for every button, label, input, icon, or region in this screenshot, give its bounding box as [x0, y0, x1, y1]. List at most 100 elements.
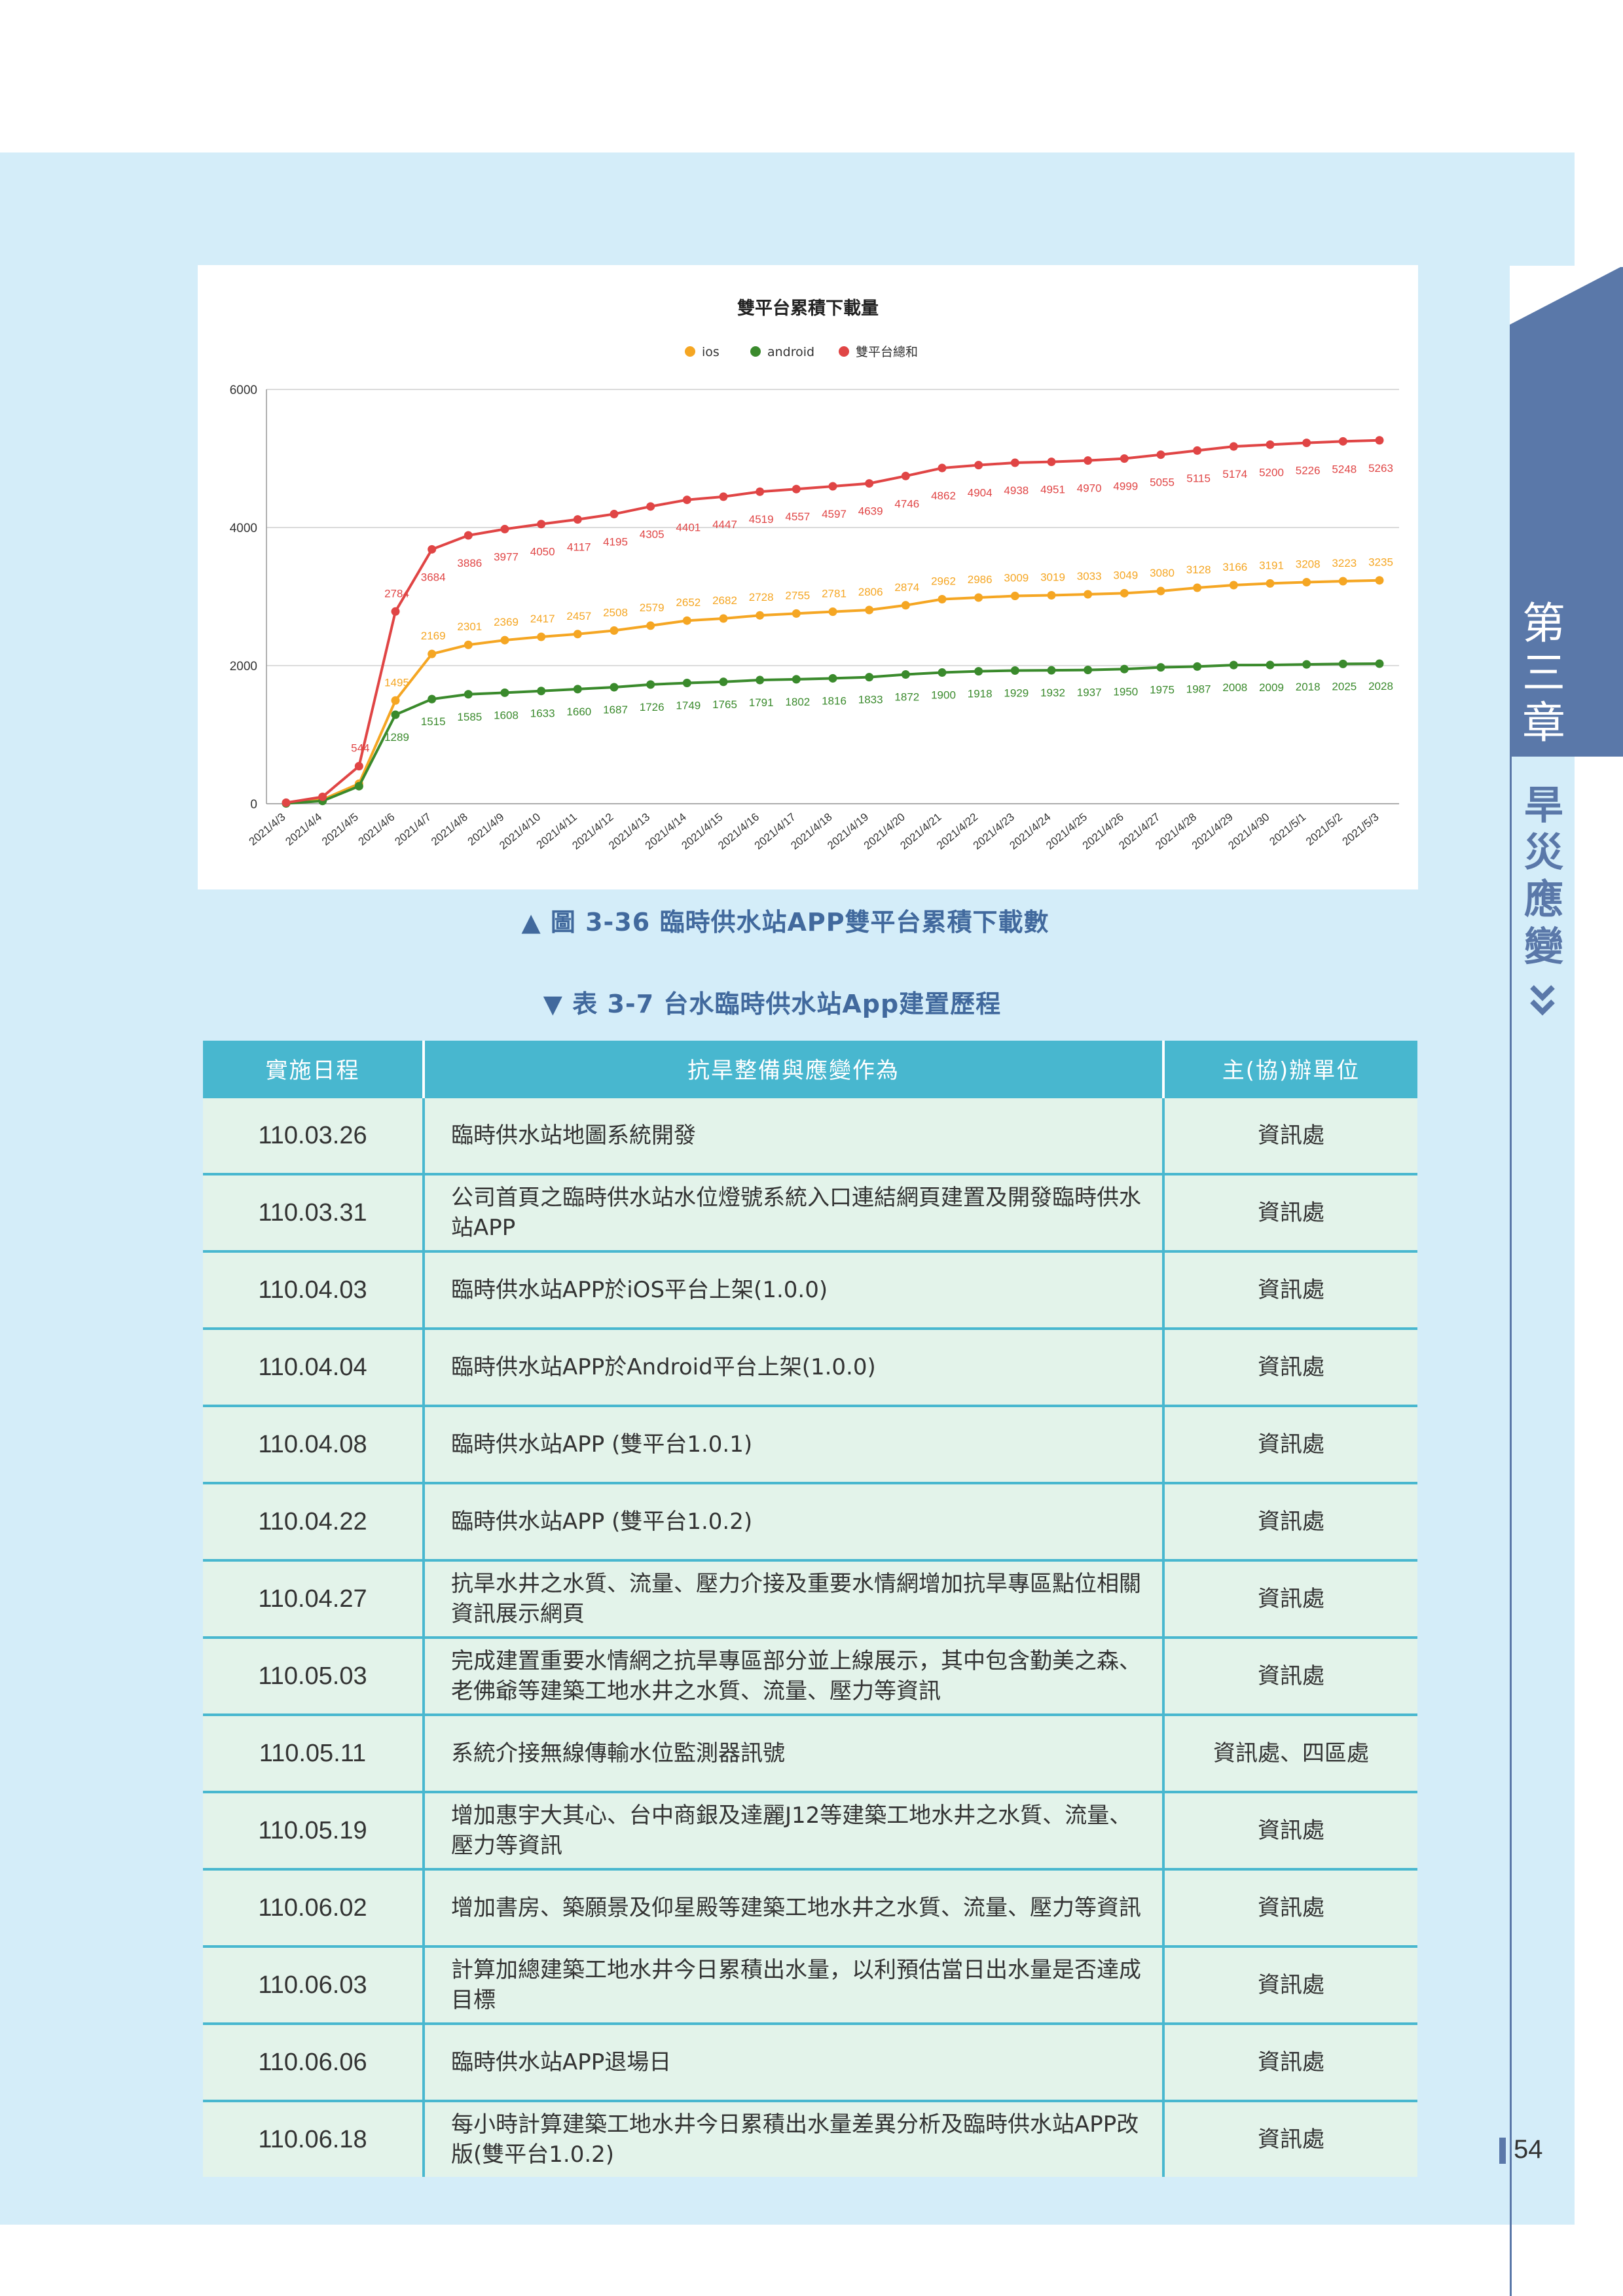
data-label: 2018 [1296, 681, 1321, 693]
row-action: 系統介接無線傳輸水位監測器訊號 [422, 1713, 1163, 1792]
data-label: 1932 [1040, 687, 1065, 699]
data-point [682, 616, 691, 625]
data-label: 3235 [1368, 556, 1393, 569]
legend-marker [685, 346, 695, 357]
data-point [1229, 660, 1238, 670]
table-row: 110.06.02 增加書房、築願景及仰星殿等建築工地水井之水質、流量、壓力等資訊… [203, 1868, 1417, 1946]
table-row: 110.06.03 計算加總建築工地水井今日累積出水量，以利預估當日出水量是否達成… [203, 1945, 1417, 2024]
x-tick-label: 2021/4/8 [429, 811, 470, 848]
data-point [500, 636, 509, 645]
series-line [285, 662, 1380, 805]
data-point [391, 607, 400, 616]
table-caption: ▼ 表 3-7 台水臨時供水站App建置歷程 [543, 990, 1002, 1018]
data-point [719, 677, 728, 687]
x-tick-label: 2021/4/3 [247, 811, 288, 848]
data-label: 2009 [1259, 681, 1284, 694]
data-point [865, 479, 874, 488]
data-label: 3191 [1259, 559, 1284, 571]
header-unit: 主(協)辦單位 [1162, 1041, 1417, 1097]
data-point [1120, 588, 1129, 598]
data-label: 1515 [421, 715, 446, 728]
data-label: 5115 [1186, 472, 1211, 484]
data-point [318, 792, 327, 801]
row-unit: 資訊處 [1162, 1482, 1417, 1560]
data-label: 4999 [1113, 480, 1138, 493]
data-point [500, 688, 509, 697]
legend-marker [839, 346, 849, 357]
row-unit: 資訊處 [1162, 1327, 1417, 1406]
chapter-tab-corner [1510, 266, 1623, 325]
line-chart: 雙平台累積下載量 ios android 雙平台總和 0 2000 4000 6000 2021… [230, 298, 1399, 852]
row-date: 110.03.26 [203, 1096, 424, 1174]
x-tick-label: 2021/4/10 [497, 811, 543, 852]
chapter-label: 第 三 章 [1518, 599, 1570, 748]
data-point [1338, 659, 1347, 668]
data-label: 1791 [749, 696, 774, 709]
row-action: 臨時供水站APP (雙平台1.0.2) [422, 1482, 1163, 1560]
data-label: 5200 [1259, 466, 1284, 478]
y-tick-label: 6000 [230, 384, 257, 397]
data-point [719, 614, 728, 623]
data-label: 2028 [1368, 680, 1393, 692]
x-tick-label: 2021/4/6 [356, 811, 397, 848]
data-label: 4904 [968, 487, 993, 499]
data-label: 4597 [822, 508, 847, 520]
row-date: 110.06.03 [203, 1945, 424, 2024]
data-point [1193, 446, 1202, 455]
data-label: 544 [351, 742, 369, 755]
data-label: 2652 [676, 596, 701, 609]
row-action: 計算加總建築工地水井今日累積出水量，以利預估當日出水量是否達成目標 [422, 1945, 1163, 2024]
data-point [756, 675, 765, 685]
row-action: 公司首頁之臨時供水站水位燈號系統入口連結網頁建置及開發臨時供水站APP [422, 1173, 1163, 1251]
data-label: 2728 [749, 591, 774, 603]
table-row: 110.04.27 抗旱水井之水質、流量、壓力介接及重要水情網增加抗旱專區點位相關… [203, 1559, 1417, 1638]
data-label: 4970 [1077, 482, 1102, 495]
data-label: 4519 [749, 513, 774, 526]
data-label: 2508 [603, 606, 628, 619]
row-date: 110.05.11 [203, 1713, 424, 1792]
data-point [756, 487, 765, 496]
data-point [391, 710, 400, 719]
table-row: 110.04.04 臨時供水站APP於Android平台上架(1.0.0) 資訊處 [203, 1327, 1417, 1406]
data-label: 2008 [1222, 681, 1247, 694]
x-tick-label: 2021/4/4 [283, 811, 324, 848]
row-action: 完成建置重要水情網之抗旱專區部分並上線展示，其中包含勤美之森、老佛爺等建築工地水… [422, 1636, 1163, 1715]
row-date: 110.04.04 [203, 1327, 424, 1406]
row-unit: 資訊處 [1162, 1096, 1417, 1174]
data-label: 4746 [894, 497, 919, 510]
data-point [1229, 581, 1238, 590]
data-point [1084, 456, 1093, 465]
data-label: 2962 [931, 575, 956, 588]
row-action: 抗旱水井之水質、流量、壓力介接及重要水情網增加抗旱專區點位相關資訊展示網頁 [422, 1559, 1163, 1638]
row-unit: 資訊處 [1162, 2100, 1417, 2177]
data-label: 1975 [1150, 684, 1175, 696]
data-label: 3208 [1296, 558, 1321, 571]
row-date: 110.06.18 [203, 2100, 424, 2177]
data-label: 2784 [384, 587, 409, 600]
section-char: 災 [1524, 830, 1563, 876]
section-char: 變 [1524, 924, 1563, 970]
data-label: 2682 [712, 594, 737, 607]
row-date: 110.05.03 [203, 1636, 424, 1715]
data-point [610, 509, 619, 518]
data-label: 4639 [858, 505, 883, 518]
legend-marker [750, 346, 761, 357]
data-point [464, 640, 473, 649]
data-point [1266, 440, 1275, 449]
data-label: 1872 [894, 691, 919, 704]
section-char: 應 [1524, 877, 1563, 923]
data-label: 1950 [1113, 685, 1138, 698]
row-date: 110.06.02 [203, 1868, 424, 1946]
data-label: 3019 [1040, 571, 1065, 583]
data-label: 1937 [1077, 687, 1102, 699]
x-tick-label: 2021/4/7 [392, 811, 433, 848]
data-label: 1608 [494, 709, 519, 721]
table-row: 110.05.03 完成建置重要水情網之抗旱專區部分並上線展示，其中包含勤美之森、… [203, 1636, 1417, 1715]
data-label: 1929 [1004, 687, 1029, 699]
row-action: 臨時供水站地圖系統開發 [422, 1096, 1163, 1174]
data-label: 2025 [1332, 680, 1357, 692]
data-label: 2579 [640, 601, 665, 614]
data-point [537, 520, 546, 529]
data-point [792, 484, 801, 493]
data-point [974, 461, 983, 470]
